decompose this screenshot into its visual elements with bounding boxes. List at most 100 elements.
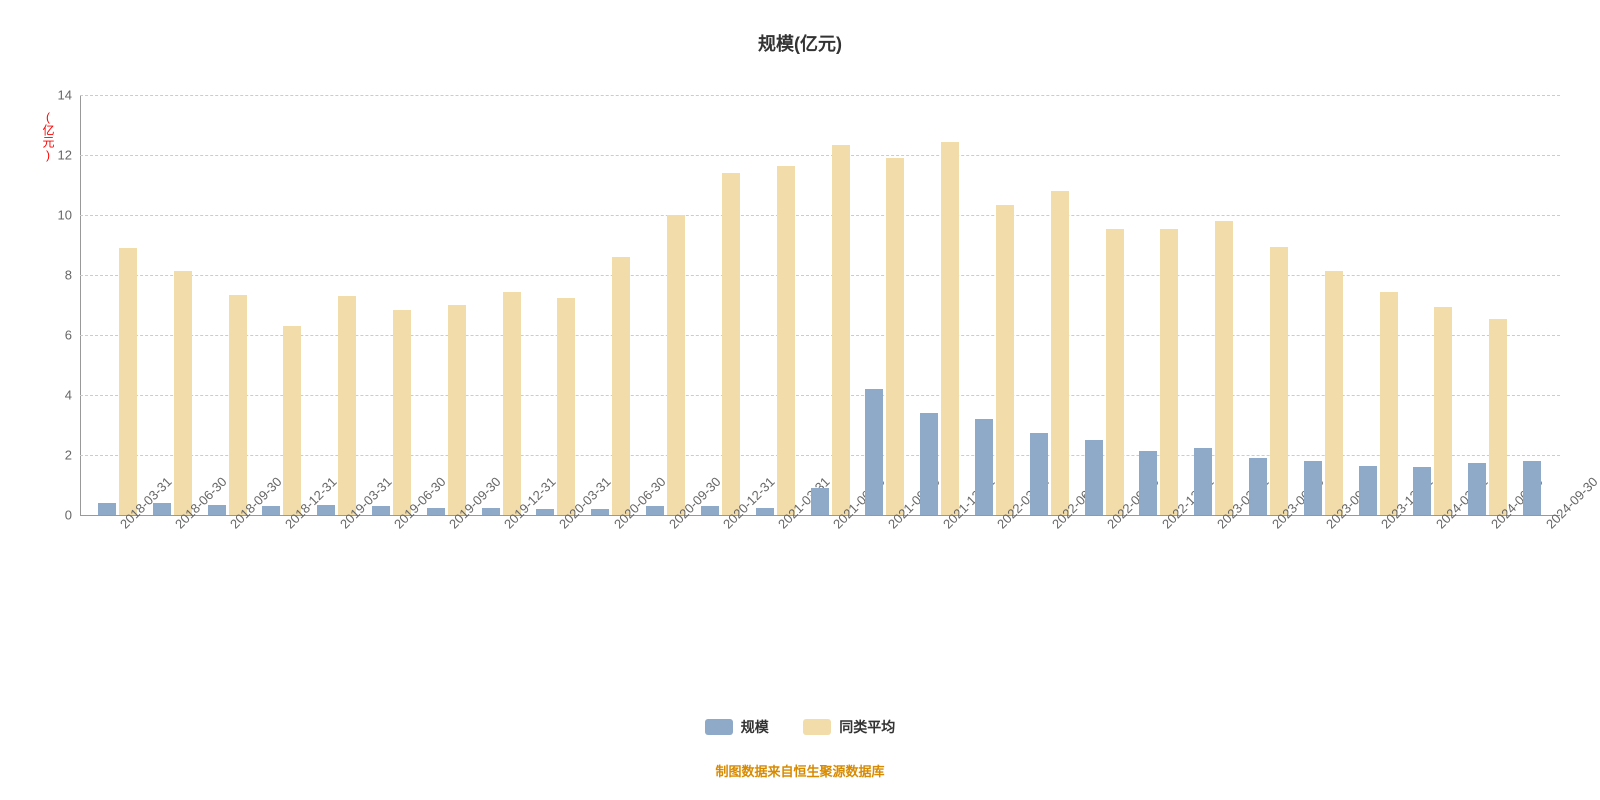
bar bbox=[283, 326, 301, 515]
bar bbox=[229, 295, 247, 516]
bar-group: 2019-06-30 bbox=[372, 95, 411, 515]
x-tick-label: 2020-03-31 bbox=[556, 521, 567, 532]
bar bbox=[393, 310, 411, 516]
bar bbox=[338, 296, 356, 515]
y-axis-label: (亿元) bbox=[40, 110, 57, 162]
x-tick-label: 2022-03-31 bbox=[994, 521, 1005, 532]
y-tick-label: 14 bbox=[58, 88, 72, 103]
x-tick-label: 2023-12-31 bbox=[1378, 521, 1389, 532]
y-tick-label: 8 bbox=[65, 268, 72, 283]
bar bbox=[1380, 292, 1398, 516]
bar bbox=[975, 419, 993, 515]
y-tick-label: 2 bbox=[65, 448, 72, 463]
x-tick-label: 2024-03-31 bbox=[1433, 521, 1444, 532]
x-tick-label: 2019-03-31 bbox=[337, 521, 348, 532]
bar-group: 2019-03-31 bbox=[317, 95, 356, 515]
legend-swatch-series2 bbox=[803, 719, 831, 735]
bar-group: 2021-06-30 bbox=[811, 95, 850, 515]
x-tick-label: 2023-06-30 bbox=[1269, 521, 1280, 532]
bar bbox=[1270, 247, 1288, 516]
bar bbox=[1468, 463, 1486, 516]
bar bbox=[920, 413, 938, 515]
bar bbox=[372, 506, 390, 515]
bar-group: 2018-06-30 bbox=[153, 95, 192, 515]
bar bbox=[448, 305, 466, 515]
bar bbox=[1359, 466, 1377, 516]
bar bbox=[612, 257, 630, 515]
legend-item-series2: 同类平均 bbox=[803, 717, 895, 737]
y-tick-label: 6 bbox=[65, 328, 72, 343]
legend-item-series1: 规模 bbox=[705, 717, 769, 737]
bar bbox=[1489, 319, 1507, 516]
x-tick-label: 2021-03-31 bbox=[775, 521, 786, 532]
legend: 规模 同类平均 bbox=[0, 717, 1600, 740]
bar-group: 2024-06-30 bbox=[1468, 95, 1507, 515]
bar bbox=[756, 508, 774, 516]
bar bbox=[1325, 271, 1343, 516]
bar bbox=[777, 166, 795, 516]
bar bbox=[865, 389, 883, 515]
bar bbox=[1030, 433, 1048, 516]
bar-group: 2024-09-30 bbox=[1523, 95, 1562, 515]
bar bbox=[941, 142, 959, 516]
x-tick-label: 2023-09-30 bbox=[1323, 521, 1334, 532]
bar-group: 2020-03-31 bbox=[536, 95, 575, 515]
bar bbox=[646, 506, 664, 515]
bar bbox=[1106, 229, 1124, 516]
bar bbox=[667, 215, 685, 515]
bar-group: 2020-09-30 bbox=[646, 95, 685, 515]
bar bbox=[1413, 467, 1431, 515]
y-tick-label: 10 bbox=[58, 208, 72, 223]
bar-group: 2023-03-31 bbox=[1194, 95, 1233, 515]
bar bbox=[153, 503, 171, 515]
x-tick-label: 2022-06-30 bbox=[1049, 521, 1060, 532]
bar-group: 2021-09-30 bbox=[865, 95, 904, 515]
bar bbox=[1051, 191, 1069, 515]
x-tick-label: 2022-12-31 bbox=[1159, 521, 1170, 532]
x-tick-label: 2020-09-30 bbox=[666, 521, 677, 532]
x-tick-label: 2019-06-30 bbox=[391, 521, 402, 532]
bar bbox=[1139, 451, 1157, 516]
bar bbox=[557, 298, 575, 516]
x-tick-label: 2021-12-31 bbox=[940, 521, 951, 532]
y-tick-label: 0 bbox=[65, 508, 72, 523]
x-tick-label: 2021-09-30 bbox=[885, 521, 896, 532]
bar bbox=[174, 271, 192, 516]
bar-group: 2020-06-30 bbox=[591, 95, 630, 515]
x-tick-label: 2020-12-31 bbox=[720, 521, 731, 532]
x-tick-label: 2018-09-30 bbox=[227, 521, 238, 532]
bar bbox=[482, 508, 500, 516]
bar bbox=[591, 509, 609, 515]
bar-group: 2018-12-31 bbox=[262, 95, 301, 515]
bar bbox=[503, 292, 521, 516]
chart-plot-area: 2018-03-312018-06-302018-09-302018-12-31… bbox=[80, 95, 1560, 515]
x-tick-label: 2020-06-30 bbox=[611, 521, 622, 532]
bar bbox=[886, 158, 904, 515]
bar bbox=[119, 248, 137, 515]
bar-group: 2020-12-31 bbox=[701, 95, 740, 515]
bar-group: 2022-12-31 bbox=[1139, 95, 1178, 515]
bar-group: 2022-09-30 bbox=[1085, 95, 1124, 515]
bar bbox=[1160, 229, 1178, 516]
bar-group: 2021-12-31 bbox=[920, 95, 959, 515]
bar-group: 2024-03-31 bbox=[1413, 95, 1452, 515]
bar-group: 2019-12-31 bbox=[482, 95, 521, 515]
bar bbox=[208, 505, 226, 516]
bar bbox=[1085, 440, 1103, 515]
bar-group: 2018-03-31 bbox=[98, 95, 137, 515]
bar bbox=[427, 508, 445, 516]
legend-label-series2: 同类平均 bbox=[839, 717, 895, 737]
bar bbox=[262, 506, 280, 515]
bar bbox=[1304, 461, 1322, 515]
bar bbox=[536, 509, 554, 515]
bar bbox=[811, 488, 829, 515]
bar bbox=[1434, 307, 1452, 516]
x-tick-label: 2019-12-31 bbox=[501, 521, 512, 532]
bar bbox=[1523, 461, 1541, 515]
bar-group: 2023-12-31 bbox=[1359, 95, 1398, 515]
x-tick-label: 2024-09-30 bbox=[1543, 521, 1554, 532]
bar-group: 2022-06-30 bbox=[1030, 95, 1069, 515]
bar bbox=[1249, 458, 1267, 515]
bars-container: 2018-03-312018-06-302018-09-302018-12-31… bbox=[80, 95, 1560, 515]
x-tick-label: 2023-03-31 bbox=[1214, 521, 1225, 532]
